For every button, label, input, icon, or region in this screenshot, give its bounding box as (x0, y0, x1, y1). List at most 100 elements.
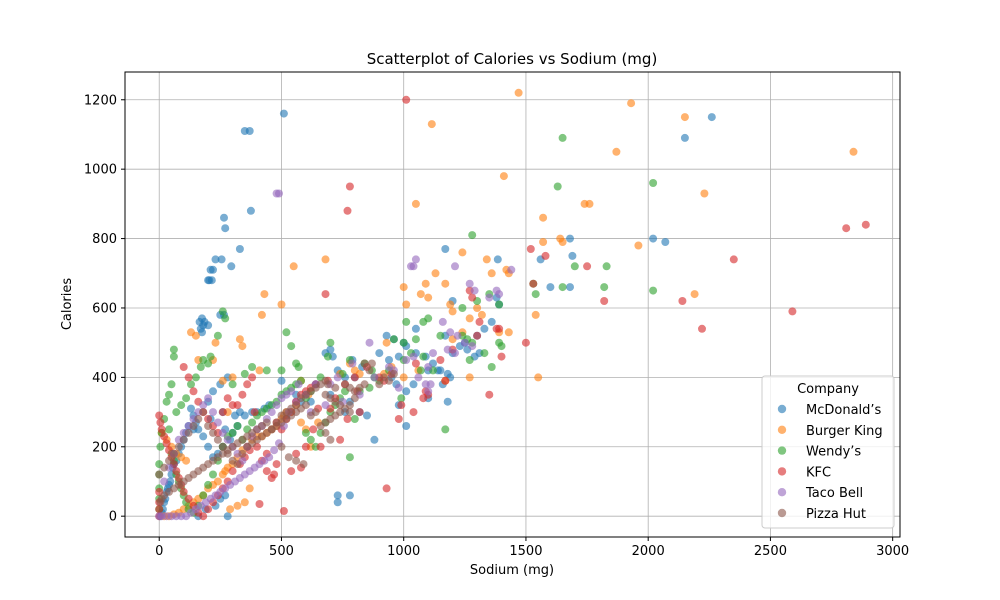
scatter-point (191, 331, 200, 340)
scatter-point (287, 342, 296, 351)
scatter-point (424, 363, 433, 371)
scatter-point (169, 449, 178, 458)
scatter-point (531, 290, 540, 299)
scatter-point (262, 366, 271, 375)
scatter-point (468, 342, 477, 351)
scatter-point (184, 373, 193, 382)
scatter-point (485, 293, 494, 302)
scatter-point (238, 390, 247, 399)
y-tick-label: 0 (109, 510, 117, 525)
scatter-point (394, 415, 403, 423)
scatter-point (172, 467, 181, 476)
scatter-point (345, 491, 354, 500)
scatter-point (411, 199, 420, 208)
scatter-point (162, 397, 171, 406)
scatter-point (382, 338, 391, 347)
scatter-point (345, 182, 354, 191)
scatter-point (275, 189, 283, 198)
scatter-point (399, 283, 408, 292)
scatter-point (419, 317, 428, 326)
legend-marker (777, 488, 787, 497)
x-tick-label: 3000 (876, 544, 909, 559)
scatter-point (289, 262, 298, 271)
scatter-point (160, 477, 169, 486)
scatter-point (534, 373, 543, 382)
scatter-point (333, 373, 342, 382)
scatter-point (355, 408, 364, 417)
scatter-point (504, 328, 513, 337)
scatter-point (480, 349, 489, 358)
y-tick-label: 1200 (84, 93, 117, 108)
scatter-point (487, 363, 496, 371)
scatter-point (566, 234, 574, 243)
scatter-point (272, 401, 281, 410)
scatter-point (238, 449, 247, 458)
scatter-point (316, 380, 325, 389)
scatter-point (233, 401, 242, 410)
scatter-point (707, 113, 716, 122)
scatter-point (248, 373, 257, 382)
scatter-point (360, 359, 369, 368)
scatter-point (495, 324, 504, 333)
scatter-point (451, 349, 459, 358)
scatter-point (156, 442, 165, 451)
y-axis-ticks: 0 200 400 600 800 1000 1200 (84, 93, 125, 525)
scatter-point (184, 428, 193, 437)
scatter-point (480, 324, 489, 333)
scatter-point (473, 304, 482, 312)
scatter-point (367, 359, 376, 368)
scatter-point (553, 182, 562, 191)
scatter-point (495, 290, 504, 299)
scatter-point (198, 328, 206, 337)
scatter-point (700, 189, 709, 198)
scatter-point (343, 206, 352, 215)
scatter-point (558, 238, 567, 246)
y-axis-label: Calories (60, 278, 75, 331)
scatter-point (350, 394, 359, 403)
scatter-point (209, 470, 217, 479)
x-axis-label: Sodium (mg) (470, 563, 554, 578)
scatter-point (218, 428, 227, 437)
scatter-point (277, 376, 286, 385)
scatter-point (411, 335, 420, 344)
scatter-point (526, 245, 535, 253)
scatter-point (389, 335, 398, 344)
scatter-point (199, 432, 208, 441)
scatter-point (497, 352, 506, 361)
scatter-point (416, 366, 425, 375)
scatter-point (227, 262, 236, 271)
scatter-point (541, 251, 550, 260)
scatter-point (306, 411, 315, 420)
scatter-point (223, 394, 232, 403)
scatter-point (156, 418, 165, 427)
scatter-point (363, 411, 371, 420)
x-tick-label: 0 (155, 544, 163, 559)
scatter-point (199, 401, 208, 410)
scatter-point (321, 255, 330, 264)
scatter-point (411, 324, 420, 333)
scatter-point (350, 373, 359, 382)
scatter-point (174, 442, 183, 451)
scatter-point (409, 380, 418, 389)
scatter-point (267, 474, 276, 482)
scatter-point (284, 453, 293, 462)
scatter-point (218, 376, 227, 385)
scatter-point (419, 352, 428, 361)
scatter-point (849, 147, 858, 156)
scatter-point (287, 467, 296, 476)
scatter-point (558, 283, 567, 292)
scatter-point (218, 408, 227, 417)
scatter-point (228, 380, 237, 389)
scatter-point (634, 241, 643, 250)
scatter-point (260, 290, 269, 299)
scatter-point (167, 380, 176, 389)
legend-label: Pizza Hut (806, 507, 866, 522)
scatter-point (416, 290, 425, 299)
scatter-point (566, 283, 574, 292)
scatter-point (292, 401, 301, 410)
legend-label: Taco Bell (805, 486, 863, 501)
scatter-point (245, 127, 254, 135)
scatter-point (460, 338, 469, 347)
scatter-point (382, 484, 391, 493)
